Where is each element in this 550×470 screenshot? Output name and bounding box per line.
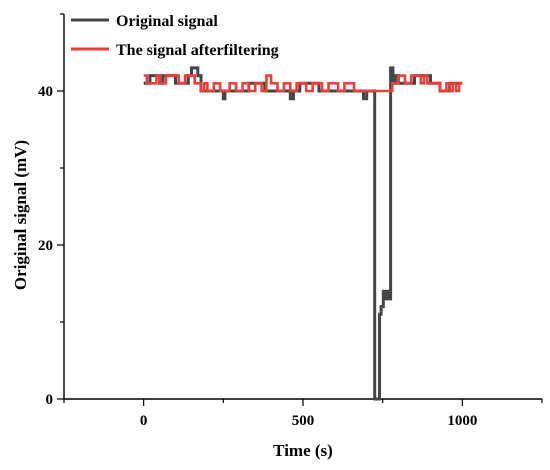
- y-axis-ticks: 0 20 40: [38, 13, 64, 408]
- x-tick-label: 500: [292, 413, 315, 429]
- legend-label-original-signal: Original signal: [116, 13, 218, 30]
- plot-area: [63, 14, 542, 400]
- series-layer: [143, 66, 463, 401]
- y-tick-label: 0: [46, 392, 54, 408]
- legend-label-filtered-signal: The signal afterfiltering: [116, 42, 279, 59]
- x-axis-ticks: 0 500 1000: [63, 399, 543, 429]
- x-tick-label: 0: [140, 413, 148, 429]
- series-line-original-signal: [143, 66, 463, 401]
- y-tick-label: 40: [38, 84, 53, 100]
- x-tick-label: 1000: [447, 413, 477, 429]
- legend: Original signal The signal afterfilterin…: [71, 13, 279, 59]
- y-tick-label: 20: [38, 238, 53, 254]
- series-line-filtered-signal: [143, 74, 463, 93]
- x-axis-title: Time (s): [273, 441, 333, 460]
- y-axis-title: Original signal (mV): [11, 140, 30, 290]
